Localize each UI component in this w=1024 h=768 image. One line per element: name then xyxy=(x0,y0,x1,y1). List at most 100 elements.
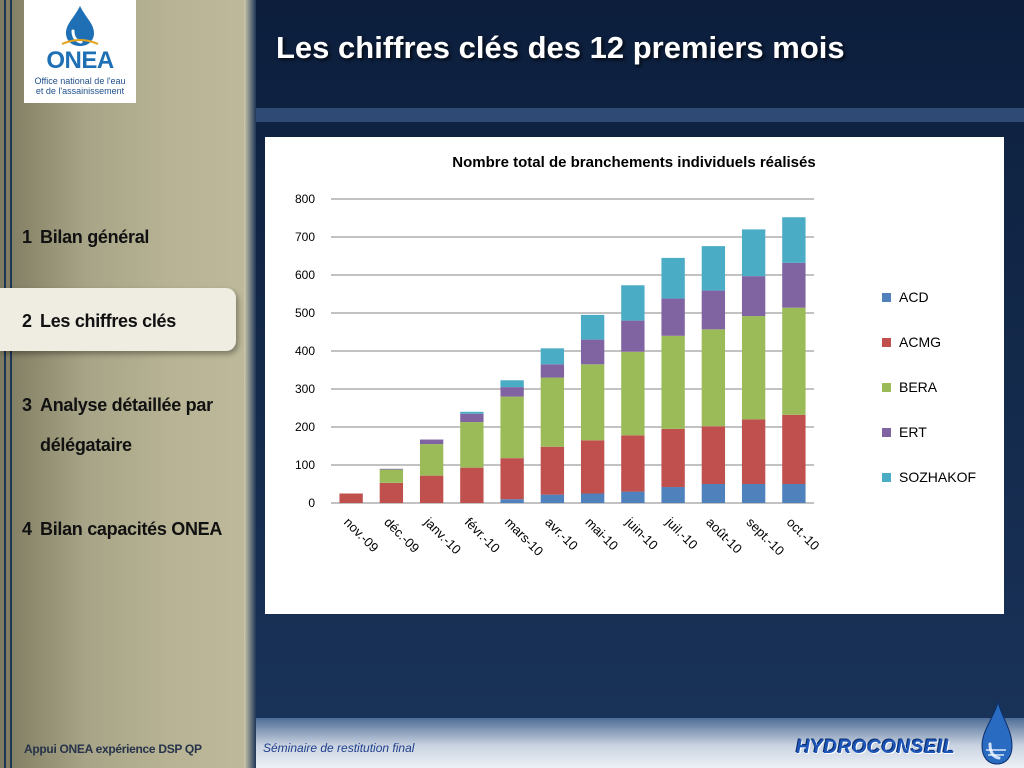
bar-segment-ert xyxy=(580,339,605,365)
x-tick-label: janv.-10 xyxy=(421,514,464,557)
y-tick-label: 0 xyxy=(308,496,315,510)
water-drop-icon xyxy=(61,6,99,46)
legend-label-acd: ACD xyxy=(899,289,929,305)
bar-segment-bera xyxy=(379,469,404,483)
menu-item-label: Bilan général xyxy=(40,227,150,247)
footer-bar xyxy=(256,718,1024,768)
menu-item-label: Analyse détaillée par xyxy=(40,395,213,415)
x-tick-label: sept.-10 xyxy=(744,515,788,559)
menu-item-analyse-detaillee[interactable]: 3 Analyse détaillée par xyxy=(22,395,213,416)
menu-item-analyse-detaillee-line2[interactable]: délégataire xyxy=(40,435,132,456)
hydroconseil-logo: HYDROCONSEIL xyxy=(796,737,956,758)
legend-label-bera: BERA xyxy=(899,379,938,395)
bar-segment-acmg xyxy=(701,426,726,484)
bar-segment-acd xyxy=(661,487,685,503)
x-tick-label: juil.-10 xyxy=(662,514,700,552)
bar-segment-acmg xyxy=(500,458,524,500)
menu-item-number: 3 xyxy=(22,395,32,415)
menu-item-chiffres-cles[interactable]: 2 Les chiffres clés xyxy=(22,311,176,332)
bar-segment-bera xyxy=(580,364,605,441)
bar-segment-acmg xyxy=(580,440,605,494)
bar-segment-acmg xyxy=(741,419,766,484)
y-tick-label: 600 xyxy=(295,268,315,282)
legend-swatch-ert xyxy=(882,428,891,437)
bar-segment-ert xyxy=(500,387,524,397)
header-band xyxy=(256,108,1024,122)
chart-panel: Nombre total de branchements individuels… xyxy=(265,137,1004,614)
bar-segment-ert xyxy=(701,290,726,330)
menu-active-highlight xyxy=(0,288,236,351)
bar-segment-ert xyxy=(540,364,565,378)
y-tick-label: 200 xyxy=(295,420,315,434)
bar-segment-bera xyxy=(460,422,484,468)
bar-segment-sozhakof xyxy=(741,229,766,277)
bar-segment-bera xyxy=(661,335,685,429)
x-tick-label: août-10 xyxy=(703,515,745,557)
bar-segment-acmg xyxy=(339,493,363,503)
bar-segment-acmg xyxy=(621,435,645,492)
stacked-bar-chart: Nombre total de branchements individuels… xyxy=(295,154,976,559)
bar-segment-ert xyxy=(460,413,484,423)
bar-segment-bera xyxy=(782,307,806,415)
x-tick-label: avr.-10 xyxy=(542,515,581,554)
bar-segment-acd xyxy=(782,484,806,503)
menu-item-bilan-general[interactable]: 1 Bilan général xyxy=(22,227,149,248)
bar-segment-sozhakof xyxy=(661,257,685,299)
bar-segment-bera xyxy=(500,396,524,459)
legend-label-ert: ERT xyxy=(899,424,927,440)
y-tick-label: 400 xyxy=(295,344,315,358)
bar-segment-acmg xyxy=(782,414,806,484)
bar-segment-ert xyxy=(782,262,806,308)
bar-segment-sozhakof xyxy=(540,348,565,365)
menu-item-bilan-capacites[interactable]: 4 Bilan capacités ONEA xyxy=(22,519,222,540)
chart-title: Nombre total de branchements individuels… xyxy=(452,154,815,171)
logo-subtitle: Office national de l'eau et de l'assaini… xyxy=(34,76,126,96)
bar-segment-bera xyxy=(621,351,645,436)
y-tick-label: 300 xyxy=(295,382,315,396)
slide-title: Les chiffres clés des 12 premiers mois xyxy=(276,30,845,65)
legend-label-sozhakof: SOZHAKOF xyxy=(899,469,976,485)
x-tick-label: mars-10 xyxy=(502,515,546,559)
bar-segment-acmg xyxy=(460,467,484,503)
bar-segment-ert xyxy=(621,320,645,352)
menu-item-number: 2 xyxy=(22,311,32,331)
x-tick-label: oct.-10 xyxy=(784,515,823,554)
bar-segment-bera xyxy=(540,377,565,447)
bar-segment-sozhakof xyxy=(621,285,645,321)
bar-segment-bera xyxy=(741,316,766,420)
x-tick-label: juin-10 xyxy=(622,514,661,553)
legend-swatch-acmg xyxy=(882,338,891,347)
y-tick-label: 800 xyxy=(295,192,315,206)
bar-segment-acmg xyxy=(661,428,685,488)
sidebar-stripe xyxy=(4,0,6,768)
water-drop-icon xyxy=(981,701,1013,765)
bar-segment-acd xyxy=(500,499,524,503)
sidebar-stripe xyxy=(10,0,12,768)
legend-swatch-bera xyxy=(882,383,891,392)
y-tick-label: 100 xyxy=(295,458,315,472)
x-tick-label: févr.-10 xyxy=(462,515,503,556)
bar-segment-bera xyxy=(419,444,444,476)
logo-wordmark: ONEA xyxy=(46,47,114,74)
bar-segment-acd xyxy=(621,491,645,503)
sidebar-edge xyxy=(244,0,256,768)
bar-segment-sozhakof xyxy=(580,314,605,340)
y-tick-label: 700 xyxy=(295,230,315,244)
menu-item-label: délégataire xyxy=(40,435,132,455)
x-tick-label: déc.-09 xyxy=(381,515,422,556)
bar-segment-sozhakof xyxy=(701,246,726,291)
bar-segment-bera xyxy=(701,329,726,427)
bar-segment-ert xyxy=(661,298,685,336)
legend-swatch-acd xyxy=(882,293,891,302)
menu-item-label: Bilan capacités ONEA xyxy=(40,519,223,539)
bar-segment-sozhakof xyxy=(460,411,484,414)
bar-segment-sozhakof xyxy=(782,217,806,263)
sidebar xyxy=(0,0,246,768)
bar-segment-acmg xyxy=(540,446,565,495)
menu-item-label: Les chiffres clés xyxy=(40,311,176,331)
bar-segment-ert xyxy=(741,276,766,317)
bar-segment-acmg xyxy=(419,475,444,503)
footer-event-text: Séminaire de restitution final xyxy=(263,741,415,755)
footer-left-text: Appui ONEA expérience DSP QP xyxy=(24,742,202,756)
bar-segment-sozhakof xyxy=(500,380,524,388)
